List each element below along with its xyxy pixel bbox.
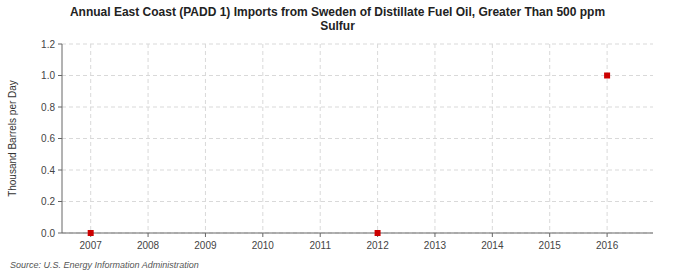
tick-y	[58, 75, 62, 76]
tick-y	[58, 44, 62, 45]
chart: Annual East Coast (PADD 1) Imports from …	[0, 0, 675, 275]
point	[375, 230, 381, 236]
grid-line-x	[434, 44, 435, 233]
grid-line-y	[62, 201, 653, 202]
y-axis-line	[62, 44, 63, 233]
y-axis-label: Thousand Barrels per Day	[7, 80, 18, 197]
grid-line-y	[62, 107, 653, 108]
tick-label-y: 0.8	[41, 102, 55, 113]
tick-x	[549, 233, 550, 237]
grid-line-y	[62, 75, 653, 76]
tick-label-y: 0.6	[41, 133, 55, 144]
grid-line-x	[377, 44, 378, 233]
tick-x	[205, 233, 206, 237]
title: Annual East Coast (PADD 1) Imports from …	[70, 5, 605, 33]
tick-x	[492, 233, 493, 237]
tick-label-x: 2014	[481, 240, 504, 251]
grid-line-y	[62, 44, 653, 45]
tick-x	[148, 233, 149, 237]
tick-x	[320, 233, 321, 237]
tick-label-y: 0.2	[41, 196, 55, 207]
tick-label-y: 0.0	[41, 228, 55, 239]
grid-line-x	[492, 44, 493, 233]
axes: 0.0 0.2 0.4 0.6 0.8 1.0 1.2 2007 2008 2009 2010 201…	[41, 39, 653, 252]
tick-y	[58, 170, 62, 171]
grid-line-y	[62, 233, 653, 234]
tick-x	[262, 233, 263, 237]
tick-label-y: 1.0	[41, 70, 55, 81]
tick-label-y: 0.4	[41, 165, 55, 176]
x-axis-line	[62, 233, 653, 234]
tick-y	[58, 107, 62, 108]
tick-label-x: 2009	[194, 240, 217, 251]
grid-line-x	[320, 44, 321, 233]
tick-label-x: 2007	[80, 240, 103, 251]
points	[88, 73, 610, 237]
tick-label-x: 2016	[596, 240, 619, 251]
tick-label-x: 2015	[539, 240, 562, 251]
grid-line-x	[262, 44, 263, 233]
grid	[62, 44, 653, 233]
tick-label-x: 2012	[366, 240, 389, 251]
tick-x	[607, 233, 608, 237]
tick-label-x: 2008	[137, 240, 160, 251]
grid-line-y	[62, 170, 653, 171]
grid-line-x	[90, 44, 91, 233]
source-note: Source: U.S. Energy Information Administ…	[10, 260, 199, 270]
grid-line-x	[607, 44, 608, 233]
grid-line-y	[62, 138, 653, 139]
tick-label-x: 2013	[424, 240, 447, 251]
tick-label-y: 1.2	[41, 39, 55, 50]
grid-line-x	[148, 44, 149, 233]
tick-label-x: 2010	[252, 240, 275, 251]
point	[88, 230, 94, 236]
point	[604, 73, 610, 79]
grid-line-x	[205, 44, 206, 233]
tick-y	[58, 233, 62, 234]
tick-label-x: 2011	[309, 240, 331, 251]
tick-y	[58, 201, 62, 202]
grid-line-x	[549, 44, 550, 233]
tick-x	[434, 233, 435, 237]
tick-y	[58, 138, 62, 139]
